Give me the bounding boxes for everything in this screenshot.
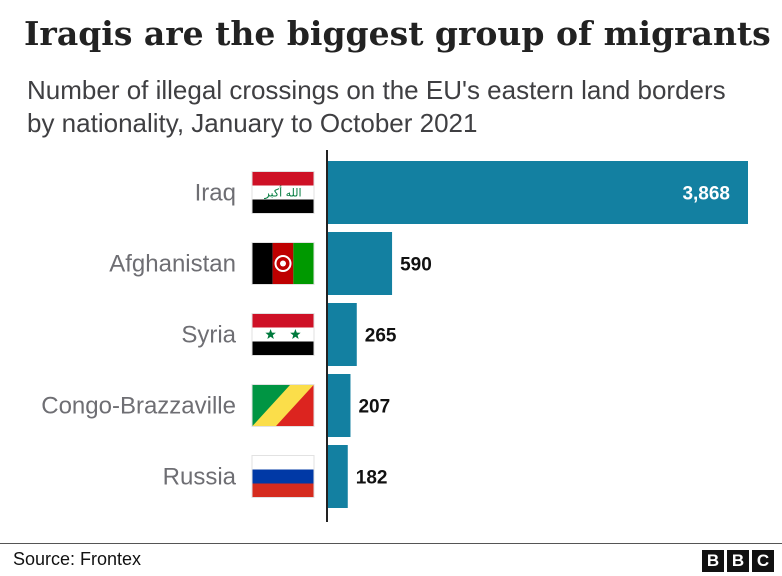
- syria-flag-icon: [251, 313, 315, 356]
- category-label: Congo-Brazzaville: [41, 393, 236, 420]
- afghanistan-flag-icon: [251, 242, 315, 285]
- svg-text:الله أكبر: الله أكبر: [263, 186, 301, 200]
- bar-iraq: [328, 161, 748, 224]
- source-note: Source: Frontex: [13, 549, 142, 569]
- value-label: 207: [358, 397, 390, 418]
- bar-russia: [328, 445, 348, 508]
- bbc-logo-letter: C: [752, 550, 774, 572]
- bar-congo-brazzaville: [328, 374, 351, 437]
- bar-afghanistan: [328, 232, 393, 295]
- bbc-logo-letter: B: [702, 550, 724, 572]
- iraq-flag-icon: الله أكبر: [251, 171, 315, 214]
- bbc-logo-letter: B: [727, 550, 749, 572]
- bar-syria: [328, 303, 357, 366]
- russia-flag-icon: [251, 455, 315, 498]
- category-label: Afghanistan: [109, 251, 236, 278]
- footer-divider: [0, 543, 782, 544]
- value-label: 3,868: [682, 184, 730, 205]
- value-label: 182: [356, 468, 388, 489]
- value-label: 265: [365, 326, 397, 347]
- congo-brazzaville-flag-icon: [251, 384, 315, 427]
- bbc-logo: B B C: [702, 550, 774, 572]
- category-label: Iraq: [195, 180, 236, 207]
- category-label: Syria: [181, 322, 236, 349]
- value-label: 590: [400, 255, 432, 276]
- chart-title: Iraqis are the biggest group of migrants: [24, 14, 771, 53]
- category-label: Russia: [163, 464, 237, 491]
- chart-subtitle: Number of illegal crossings on the EU's …: [27, 75, 726, 138]
